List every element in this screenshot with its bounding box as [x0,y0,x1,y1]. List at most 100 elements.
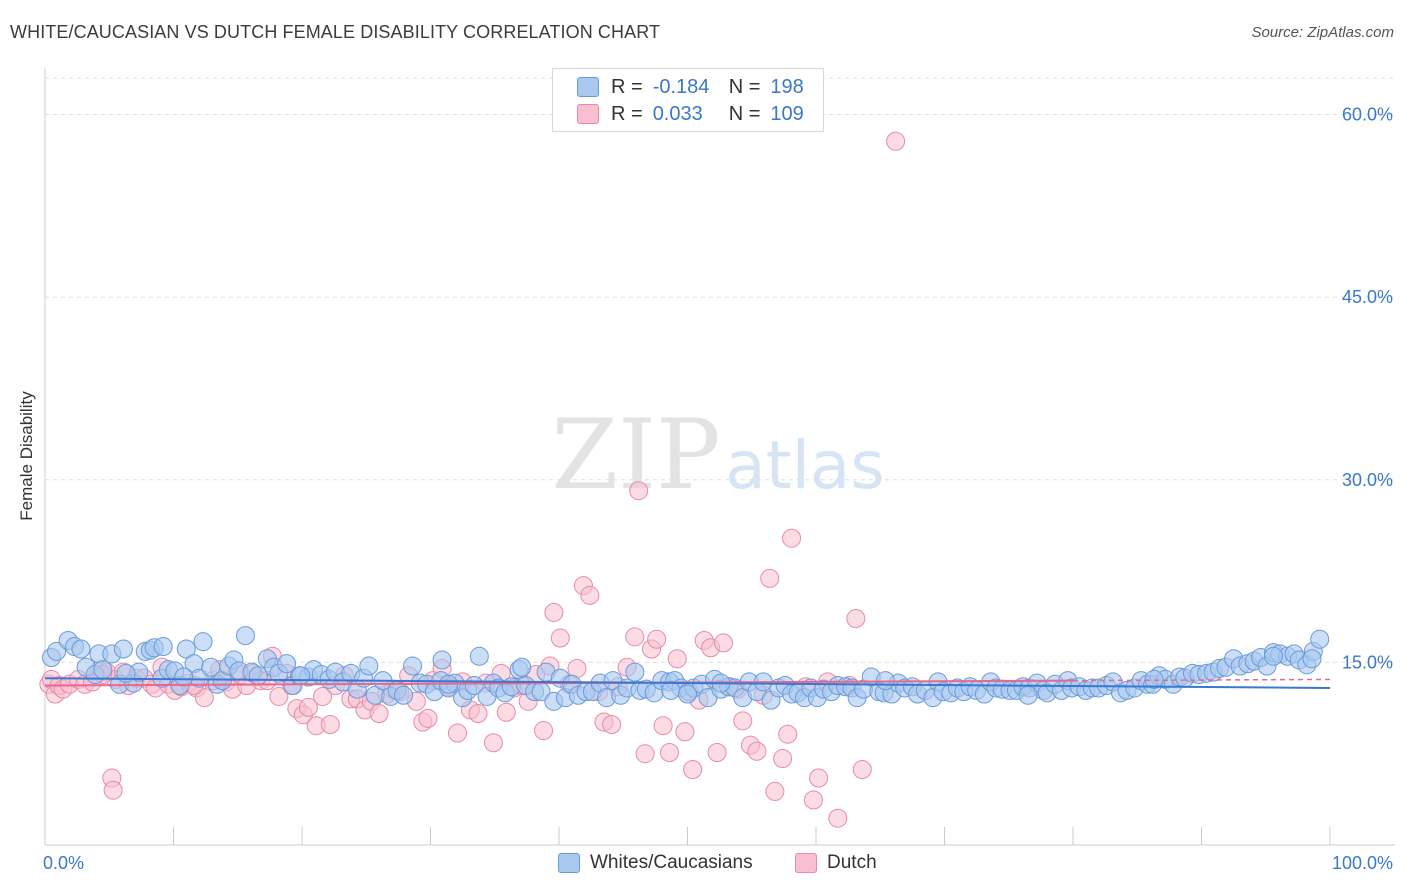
r-label: R = [611,75,643,98]
y-axis-label: Female Disability [17,391,36,521]
dutch-point [320,714,340,734]
y-tick-label: 15.0% [1342,652,1393,672]
axes [44,68,1395,846]
dutch-point [773,749,793,769]
dutch-point [602,714,622,734]
y-tick-label: 30.0% [1342,470,1393,490]
dutch-point [418,708,438,728]
dutch-point [647,629,667,649]
dutch-trend-extension [1072,678,1331,682]
series-legend: Whites/Caucasians Dutch [0,852,1406,878]
dutch-point [194,688,214,708]
n-value-whites: 198 [770,75,804,98]
r-value-dutch: 0.033 [652,102,703,125]
dutch-point [625,627,645,647]
dutch-point [733,711,753,731]
dutch-point [707,742,727,762]
dutch-point [468,704,488,724]
dutch-point [683,760,703,780]
dutch-point [534,721,554,741]
whites-point [174,667,194,687]
dutch-point [713,633,733,653]
dutch-point [629,481,649,501]
dutch-point [544,602,564,622]
whites-point [432,650,452,670]
r-value-whites: -0.184 [652,75,710,98]
whites-point [678,684,697,704]
legend-item-whites[interactable]: Whites/Caucasians [558,852,753,874]
dutch-point [580,585,600,605]
legend-swatch-blue [577,77,599,97]
dutch-point [675,722,695,742]
dutch-point [828,808,848,828]
dutch-point [886,131,906,151]
whites-point [113,639,133,659]
y-tick-label: 45.0% [1342,287,1393,307]
legend-swatch-pink [795,853,817,873]
whites-point [277,654,297,674]
source-label: Source: ZipAtlas.com [1251,24,1394,41]
whites-point [469,646,489,666]
dutch-point [667,649,687,669]
gridlines [45,77,1395,663]
dutch-point [760,568,780,588]
dutch-point [483,733,503,753]
watermark: ZIP atlas [551,399,884,511]
whites-point [403,656,423,676]
whites-trend-line [44,677,1331,689]
whites-point [47,641,67,661]
dutch-point [567,658,587,678]
whites-point [1263,646,1283,666]
dutch-point [846,609,866,629]
dutch-point [447,723,467,743]
whites-point [153,637,173,657]
dutch-point [809,768,829,788]
whites-point [394,685,414,705]
whites-point [1018,685,1038,705]
dutch-point [269,686,289,706]
dutch-point [313,686,333,706]
legend-item-dutch[interactable]: Dutch [795,852,877,874]
legend-label-dutch: Dutch [827,852,877,873]
n-value-dutch: 109 [770,102,804,125]
tick-labels: 15.0% 30.0% 45.0% 60.0% 0.0% 100.0% [43,105,1393,873]
whites-point [1144,669,1164,689]
dutch-point [635,744,655,764]
watermark-atlas: atlas [725,427,885,504]
dutch-point [660,742,680,762]
whites-point [291,666,311,686]
whites-point [193,632,213,652]
dutch-point [550,628,570,648]
whites-point [512,657,532,677]
legend-row-whites: R = -0.184 N = 198 [577,75,804,99]
n-label: N = [728,102,761,125]
dutch-point [765,781,785,801]
whites-point [176,639,196,659]
legend-swatch-blue [558,853,580,873]
dutch-point [778,724,798,744]
whites-point [661,680,681,700]
dutch-point [803,790,823,810]
chart-title: WHITE/CAUCASIAN VS DUTCH FEMALE DISABILI… [10,22,661,42]
n-label: N = [728,75,761,98]
whites-point [71,639,91,659]
whites-point [235,626,255,646]
dutch-point [496,702,516,722]
dutch-point [852,760,872,780]
whites-point [625,662,645,682]
legend-row-dutch: R = 0.033 N = 109 [577,102,804,126]
dutch-point [653,716,673,736]
x-tick-label: 100.0% [1332,853,1393,873]
r-label: R = [611,102,643,125]
dutch-point [369,704,389,724]
dutch-point [103,780,123,800]
whites-point [1302,649,1322,669]
whites-point [359,656,379,676]
dutch-point [782,528,802,548]
correlation-legend: R = -0.184 N = 198 R = 0.033 N = 109 [552,68,824,132]
legend-swatch-pink [577,104,599,124]
legend-label-whites: Whites/Caucasians [590,852,753,873]
y-tick-label: 60.0% [1342,105,1393,125]
whites-point [1310,629,1330,649]
